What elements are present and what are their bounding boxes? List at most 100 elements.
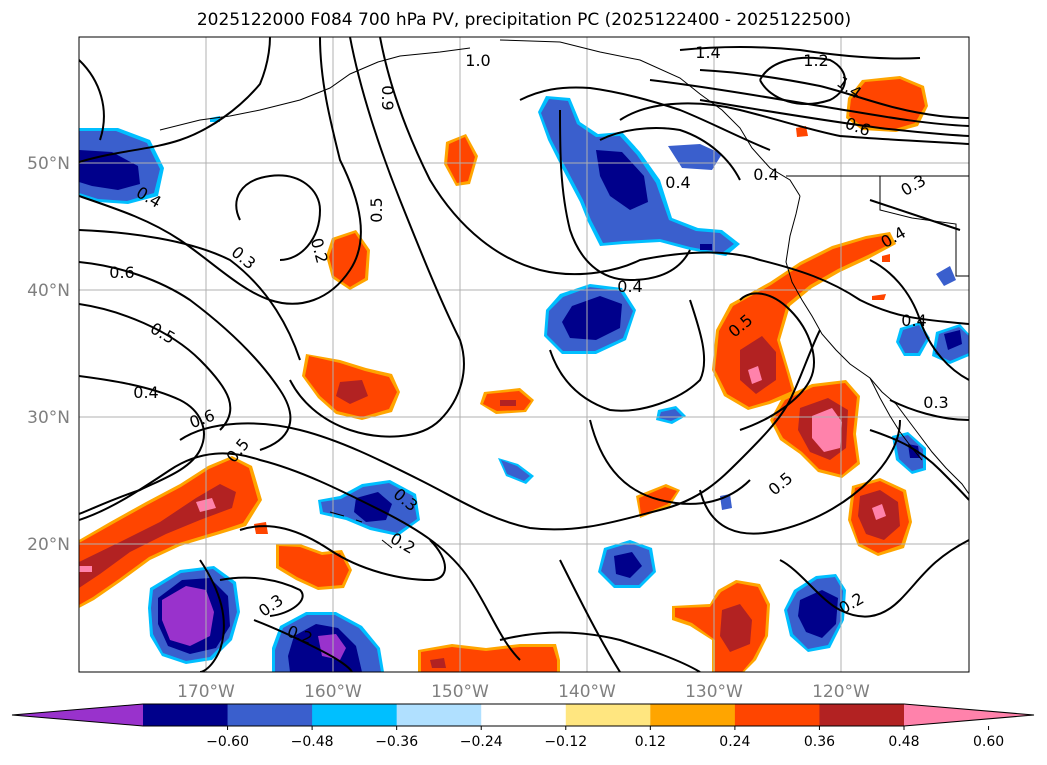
figure-title: 2025122000 F084 700 hPa PV, precipitatio…	[197, 10, 851, 30]
contour-line	[499, 631, 701, 672]
contour-label: 0.5	[367, 197, 386, 222]
contour-line	[79, 303, 232, 431]
contour-line	[289, 37, 465, 438]
contour-label: 0.4	[617, 277, 642, 296]
contour-line	[79, 229, 301, 361]
colorbar-tick-label: 0.24	[719, 734, 750, 750]
lon-label-160w: 160°W	[304, 682, 362, 702]
contour-line	[699, 99, 969, 137]
contour-line	[79, 37, 362, 305]
contour-label: 0.4	[901, 311, 926, 330]
lat-label-50n: 50°N	[27, 154, 70, 174]
colorbar-swatch	[819, 704, 905, 726]
lat-label-40n: 40°N	[27, 281, 70, 301]
contour-line	[79, 452, 521, 661]
colorbar-extend-min	[12, 704, 143, 726]
map-panel: 1.0 1.4 1.2 1.4 0.9 0.5 0.2 0.3 0.6 0.5 …	[78, 36, 970, 673]
map-frame	[78, 36, 970, 673]
lon-label-170w: 170°W	[177, 682, 235, 702]
colorbar-swatch	[312, 704, 398, 726]
colorbar-tick-label: −0.24	[460, 734, 503, 750]
contour-line	[599, 127, 741, 181]
colorbar-tick-label: 0.36	[804, 734, 835, 750]
colorbar: −0.60 −0.48 −0.36 −0.24 −0.12 0.12 0.24 0.36 0.4…	[11, 703, 1035, 750]
contour-line	[235, 174, 322, 261]
contour-line	[559, 559, 621, 672]
precip-region-pos-coast	[712, 232, 896, 478]
lon-label-130w: 130°W	[685, 682, 743, 702]
contour-label: 0.4	[753, 165, 778, 184]
colorbar-swatch	[396, 704, 482, 726]
colorbar-tick-label: 0.48	[888, 734, 919, 750]
hawaii-islands	[329, 511, 393, 549]
colorbar-swatch	[650, 704, 736, 726]
colorbar-extend-max	[904, 704, 1034, 726]
contour-line	[79, 37, 271, 163]
lat-label-20n: 20°N	[27, 535, 70, 555]
contour-line	[869, 199, 961, 231]
contour-line	[649, 79, 969, 127]
pv-contours	[79, 37, 969, 672]
colorbar-tick-label: −0.12	[544, 734, 587, 750]
contour-line	[199, 559, 225, 672]
contour-line	[869, 429, 969, 501]
contour-line	[239, 525, 446, 582]
lon-label-150w: 150°W	[431, 682, 489, 702]
contour-label: 1.4	[695, 43, 720, 62]
contour-line	[79, 59, 105, 141]
contour-line	[79, 375, 205, 515]
contour-line	[699, 69, 969, 119]
colorbar-swatch	[565, 704, 651, 726]
colorbar-swatch	[734, 704, 820, 726]
precip-region-pos-north	[326, 76, 928, 290]
precip-region-pos-south	[418, 478, 912, 672]
contour-line	[253, 619, 353, 672]
lon-label-140w: 140°W	[558, 682, 616, 702]
contour-line	[519, 86, 771, 151]
contour-line	[759, 56, 846, 105]
contour-line	[179, 329, 821, 531]
contour-line	[889, 399, 969, 421]
contour-line	[559, 109, 691, 282]
colorbar-tick-label: 0.12	[635, 734, 666, 750]
colorbar-tick-label: 0.60	[973, 734, 1004, 750]
contour-label: 0.6	[109, 263, 134, 282]
contour-line	[79, 261, 292, 451]
contour-line	[869, 259, 969, 381]
precip-region-neg-central	[544, 284, 636, 354]
contour-line	[679, 46, 921, 60]
latitude-labels: 50°N 40°N 30°N 20°N	[27, 154, 70, 555]
lat-label-30n: 30°N	[27, 408, 70, 428]
contour-line	[699, 419, 901, 535]
contour-label: 1.2	[803, 51, 828, 70]
precip-region-pos-central	[302, 354, 534, 420]
contour-line	[549, 299, 706, 412]
map-background	[79, 37, 969, 672]
colorbar-tick-label: −0.48	[291, 734, 334, 750]
colorbar-outline	[11, 703, 1035, 727]
colorbar-tick-label: −0.36	[375, 734, 418, 750]
precip-region-neg-south	[148, 116, 969, 672]
colorbar-swatch	[227, 704, 313, 726]
contour-line	[739, 292, 815, 431]
aleutian-coast	[159, 47, 471, 131]
contour-line	[379, 37, 969, 325]
contour-label: 1.0	[465, 51, 490, 70]
gridlines	[79, 37, 969, 672]
contour-line	[589, 419, 751, 505]
contour-label: 0.3	[923, 393, 948, 412]
contour-line	[219, 576, 304, 617]
colorbar-swatch	[481, 704, 567, 726]
contour-line	[619, 102, 969, 145]
contour-label: 0.4	[665, 173, 690, 192]
colorbar-swatch	[143, 704, 229, 726]
west-coast-mainland	[785, 195, 969, 495]
contour-label: 0.9	[378, 85, 397, 110]
lon-label-120w: 120°W	[812, 682, 870, 702]
map-content: 1.0 1.4 1.2 1.4 0.9 0.5 0.2 0.3 0.6 0.5 …	[79, 37, 969, 672]
colorbar-tick-label: −0.60	[206, 734, 249, 750]
longitude-labels: 170°W 160°W 150°W 140°W 130°W 120°W	[177, 682, 870, 702]
contour-label: 0.4	[133, 383, 158, 402]
contour-line	[779, 539, 969, 618]
